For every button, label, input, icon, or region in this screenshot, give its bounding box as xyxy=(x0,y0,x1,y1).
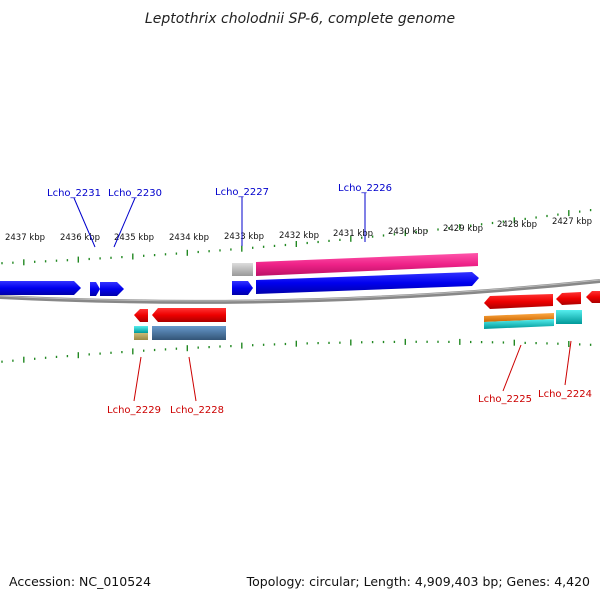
steel-feature-2228[interactable] xyxy=(152,326,226,340)
reverse-tick-row xyxy=(1,338,592,363)
gene-lcho-2230-arrow[interactable] xyxy=(100,282,124,296)
gene-lcho-2224-arrow[interactable] xyxy=(556,292,581,305)
gene-label-lcho-2225[interactable]: Lcho_2225 xyxy=(478,394,532,405)
leader-lcho-2224 xyxy=(564,340,572,386)
leader-lcho-2231 xyxy=(73,197,96,248)
gene-label-lcho-2229[interactable]: Lcho_2229 xyxy=(107,405,161,416)
scale-label-2433: 2433 kbp xyxy=(224,232,264,242)
scale-label-2435: 2435 kbp xyxy=(114,233,154,243)
grey-feature-block[interactable] xyxy=(232,263,253,276)
gene-lcho-2227-arrow[interactable] xyxy=(256,272,479,294)
genome-summary-text: Topology: circular; Length: 4,909,403 bp… xyxy=(246,574,590,589)
accession-text: Accession: NC_010524 xyxy=(9,574,151,589)
leader-lcho-2225 xyxy=(502,344,522,392)
reverse-features xyxy=(134,291,600,340)
gene-label-lcho-2227[interactable]: Lcho_2227 xyxy=(215,187,269,198)
tan-feature-2229[interactable] xyxy=(134,333,148,340)
genome-backbone xyxy=(0,279,600,304)
gene-lcho-2229-arrow[interactable] xyxy=(134,309,148,322)
leader-lcho-2228 xyxy=(188,356,197,402)
gene-lcho-2231-arrow[interactable] xyxy=(90,282,100,296)
scale-labels: 2437 kbp 2436 kbp 2435 kbp 2434 kbp 2433… xyxy=(5,217,592,243)
gene-label-lcho-2230[interactable]: Lcho_2230 xyxy=(108,188,162,199)
scale-label-2430: 2430 kbp xyxy=(388,227,428,237)
leader-lines xyxy=(73,193,572,402)
cyan-feature-2229[interactable] xyxy=(134,326,148,333)
gene-lcho-2223-arrow[interactable] xyxy=(586,291,600,303)
scale-label-2431: 2431 kbp xyxy=(333,229,373,239)
scale-label-2428: 2428 kbp xyxy=(497,220,537,230)
gene-label-lcho-2224[interactable]: Lcho_2224 xyxy=(538,389,592,400)
scale-label-2437: 2437 kbp xyxy=(5,233,45,243)
gene-labels: Lcho_2231 Lcho_2230 Lcho_2227 Lcho_2226 … xyxy=(47,183,592,416)
gene-lcho-2226-rna[interactable] xyxy=(256,253,478,276)
gene-label-lcho-2226[interactable]: Lcho_2226 xyxy=(338,183,392,194)
cyan-feature-2225[interactable] xyxy=(484,319,554,329)
gene-label-lcho-2228[interactable]: Lcho_2228 xyxy=(170,405,224,416)
forward-features xyxy=(0,253,479,296)
gene-lcho-2228-arrow[interactable] xyxy=(152,308,226,322)
gene-lcho-2227a-arrow[interactable] xyxy=(232,281,253,295)
scale-label-2429: 2429 kbp xyxy=(443,224,483,234)
scale-label-2434: 2434 kbp xyxy=(169,233,209,243)
scale-label-2432: 2432 kbp xyxy=(279,231,319,241)
gene-label-lcho-2231[interactable]: Lcho_2231 xyxy=(47,188,101,199)
genome-backbone-highlight xyxy=(0,279,600,302)
gene-lcho-2225-arrow[interactable] xyxy=(484,294,553,309)
map-title: Leptothrix cholodnii SP-6, complete geno… xyxy=(145,11,455,27)
leader-lcho-2229 xyxy=(133,356,142,402)
cyan-feature-2224[interactable] xyxy=(556,310,582,324)
forward-tick-row xyxy=(1,209,592,266)
scale-label-2436: 2436 kbp xyxy=(60,233,100,243)
gene-lcho-2232-arrow[interactable] xyxy=(0,281,81,295)
leader-lcho-2230 xyxy=(113,197,136,248)
scale-label-2427: 2427 kbp xyxy=(552,217,592,227)
